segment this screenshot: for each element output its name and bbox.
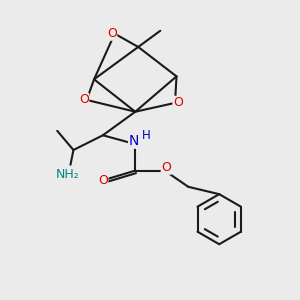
Text: N: N (129, 134, 139, 148)
Text: NH₂: NH₂ (56, 168, 80, 181)
Text: O: O (107, 27, 117, 40)
Text: O: O (79, 93, 89, 106)
Text: H: H (142, 129, 151, 142)
Text: O: O (98, 174, 108, 188)
Text: O: O (173, 96, 183, 110)
Text: O: O (161, 161, 171, 174)
